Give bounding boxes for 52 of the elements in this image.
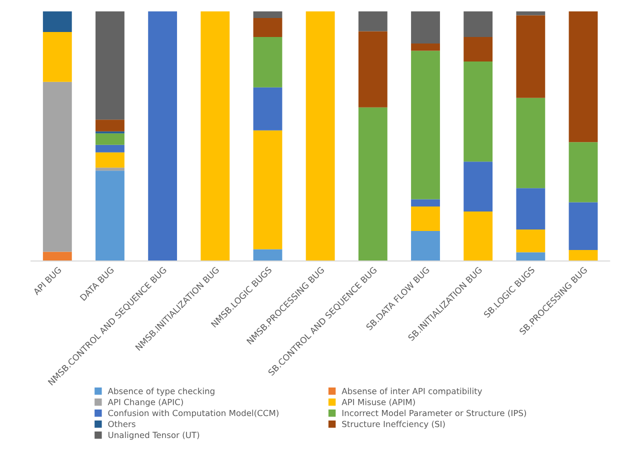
legend-label: Confusion with Computation Model(CCM) <box>108 410 278 418</box>
bar <box>253 130 282 250</box>
bar <box>96 133 124 145</box>
bar <box>253 11 282 18</box>
bar <box>411 11 440 44</box>
bar <box>253 249 282 261</box>
bar <box>516 230 546 252</box>
legend-label: Unaligned Tensor (UT) <box>108 432 200 440</box>
bar <box>568 250 598 261</box>
bar <box>253 36 282 88</box>
legend-label: Absence of type checking <box>108 388 214 396</box>
bar <box>464 36 493 62</box>
bar <box>42 32 72 82</box>
bar <box>306 11 335 261</box>
bar <box>516 188 546 230</box>
bar <box>96 170 124 261</box>
bar <box>42 82 72 252</box>
legend-label: API Misuse (APIM) <box>342 398 415 406</box>
legend-label: Structure Ineffciency (SI) <box>342 420 445 429</box>
bar <box>516 252 546 261</box>
bar <box>253 18 282 37</box>
bar <box>568 202 598 250</box>
bar <box>358 107 388 261</box>
bar <box>411 206 440 232</box>
bar <box>464 61 493 162</box>
bar <box>148 11 178 261</box>
bar <box>358 31 388 108</box>
bar <box>96 144 124 152</box>
legend-label: Others <box>108 420 136 428</box>
bar <box>42 11 72 32</box>
legend-label: API Change (APIC) <box>108 398 183 407</box>
bar <box>411 50 440 200</box>
bar <box>411 231 440 261</box>
bar <box>464 212 493 261</box>
bar <box>96 11 124 120</box>
bar <box>516 98 546 188</box>
bar <box>96 120 124 132</box>
bar <box>411 199 440 207</box>
bar <box>516 15 546 98</box>
bar <box>96 168 124 171</box>
legend-label: Absense of inter API compatibility <box>342 388 482 396</box>
bar <box>464 11 493 37</box>
bar <box>96 152 124 168</box>
bar <box>411 43 440 51</box>
bar <box>568 142 598 202</box>
bar <box>568 11 598 142</box>
bar <box>464 162 493 212</box>
bar <box>200 11 230 261</box>
bar <box>358 11 388 32</box>
bar <box>42 252 72 261</box>
legend-label: Incorrect Model Parameter or Structure (IPS) <box>342 410 526 418</box>
bar <box>253 87 282 130</box>
